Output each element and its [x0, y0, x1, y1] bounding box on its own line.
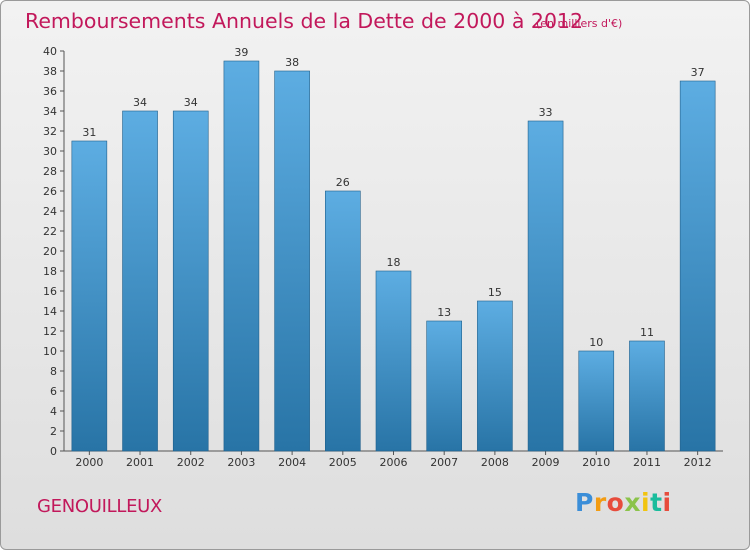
x-tick-label-2012: 2012	[684, 456, 712, 469]
data-label-2005: 26	[336, 176, 350, 189]
bar-2003	[223, 60, 260, 452]
y-tick-label: 24	[43, 205, 57, 218]
x-tick-label-2001: 2001	[126, 456, 154, 469]
x-tick-label-2008: 2008	[481, 456, 509, 469]
y-tick-label: 18	[43, 265, 57, 278]
y-tick-label: 36	[43, 85, 57, 98]
bar-2001	[122, 110, 158, 452]
data-label-2000: 31	[82, 126, 96, 139]
data-label-2004: 38	[285, 56, 299, 69]
bar-2011	[629, 340, 665, 452]
x-tick-label-2011: 2011	[633, 456, 661, 469]
axes: 0246810121416182022242628303234363840200…	[43, 45, 723, 469]
bar-2000	[71, 140, 108, 452]
x-tick-label-2010: 2010	[582, 456, 610, 469]
y-tick-label: 6	[50, 385, 57, 398]
x-tick-label-2009: 2009	[532, 456, 560, 469]
y-tick-label: 32	[43, 125, 57, 138]
y-tick-label: 12	[43, 325, 57, 338]
data-label-2010: 10	[589, 336, 603, 349]
data-label-2006: 18	[387, 256, 401, 269]
y-tick-label: 34	[43, 105, 57, 118]
bar-2009	[527, 120, 564, 452]
y-tick-label: 0	[50, 445, 57, 458]
y-tick-label: 30	[43, 145, 57, 158]
y-tick-label: 28	[43, 165, 57, 178]
y-tick-label: 10	[43, 345, 57, 358]
data-label-2009: 33	[539, 106, 553, 119]
y-tick-label: 16	[43, 285, 57, 298]
proxiti-logo[interactable]: Proxiti	[575, 488, 672, 517]
bar-2006	[375, 270, 412, 452]
x-tick-label-2004: 2004	[278, 456, 306, 469]
data-label-2002: 34	[184, 96, 198, 109]
data-label-2007: 13	[437, 306, 451, 319]
bar-2002	[172, 110, 209, 452]
data-label-2012: 37	[691, 66, 705, 79]
y-tick-label: 20	[43, 245, 57, 258]
data-label-2011: 11	[640, 326, 654, 339]
data-label-2001: 34	[133, 96, 147, 109]
y-tick-label: 38	[43, 65, 57, 78]
y-tick-label: 2	[50, 425, 57, 438]
x-tick-label-2000: 2000	[75, 456, 103, 469]
bar-2010	[578, 350, 615, 452]
chart-title: Remboursements Annuels de la Dette de 20…	[25, 9, 584, 33]
y-tick-label: 4	[50, 405, 57, 418]
y-tick-label: 26	[43, 185, 57, 198]
x-tick-label-2002: 2002	[177, 456, 205, 469]
bar-2008	[477, 300, 513, 452]
y-tick-label: 22	[43, 225, 57, 238]
y-tick-label: 14	[43, 305, 57, 318]
y-tick-label: 8	[50, 365, 57, 378]
x-tick-label-2003: 2003	[227, 456, 255, 469]
bar-2004	[274, 70, 310, 452]
x-tick-label-2006: 2006	[380, 456, 408, 469]
commune-name: GENOUILLEUX	[37, 496, 163, 517]
data-label-2003: 39	[234, 46, 248, 59]
x-tick-label-2005: 2005	[329, 456, 357, 469]
bar-2007	[426, 320, 462, 452]
bar-2012	[679, 80, 716, 452]
bar-2005	[325, 190, 361, 452]
chart-unit: (en milliers d'€)	[536, 17, 623, 30]
y-tick-label: 40	[43, 45, 57, 58]
x-tick-label-2007: 2007	[430, 456, 458, 469]
data-label-2008: 15	[488, 286, 502, 299]
bars: 31 34 34 39 38 26 18 13 15 33 10 11 37	[71, 46, 716, 452]
